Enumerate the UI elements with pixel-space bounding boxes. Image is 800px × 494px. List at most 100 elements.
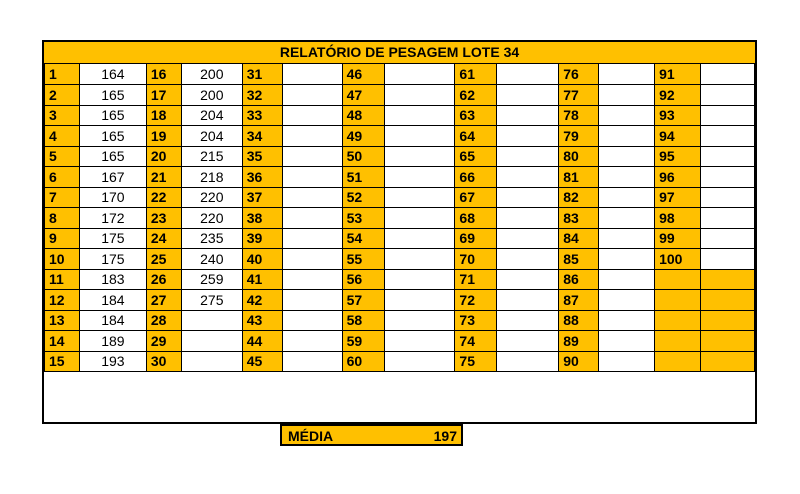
- weight-cell[interactable]: 165: [78, 145, 147, 167]
- weight-cell[interactable]: [598, 350, 656, 372]
- weight-cell[interactable]: [598, 104, 656, 126]
- weight-cell[interactable]: [496, 350, 560, 372]
- weight-cell[interactable]: 204: [180, 104, 243, 126]
- weight-cell[interactable]: 172: [78, 207, 147, 229]
- weight-cell[interactable]: [496, 289, 560, 311]
- weight-cell[interactable]: [598, 64, 656, 85]
- weight-cell[interactable]: 200: [180, 64, 243, 85]
- weight-cell[interactable]: [281, 84, 343, 106]
- weight-cell[interactable]: [700, 145, 755, 167]
- weight-cell[interactable]: 170: [78, 186, 147, 208]
- weight-cell[interactable]: [281, 289, 343, 311]
- weight-cell[interactable]: 175: [78, 248, 147, 270]
- weight-cell[interactable]: 165: [78, 104, 147, 126]
- weight-cell[interactable]: [598, 227, 656, 249]
- weight-cell[interactable]: [598, 289, 656, 311]
- weight-cell[interactable]: [598, 268, 656, 290]
- weight-cell[interactable]: [598, 186, 656, 208]
- weight-cell[interactable]: [700, 248, 755, 270]
- weight-cell[interactable]: [383, 207, 456, 229]
- weight-cell[interactable]: 165: [78, 125, 147, 147]
- weight-cell[interactable]: [496, 166, 560, 188]
- weight-cell[interactable]: [598, 166, 656, 188]
- weight-cell[interactable]: 215: [180, 145, 243, 167]
- weight-cell[interactable]: [700, 64, 755, 85]
- weight-cell[interactable]: [281, 104, 343, 126]
- weight-cell[interactable]: 184: [78, 309, 147, 331]
- weight-cell[interactable]: [598, 330, 656, 352]
- weight-cell[interactable]: [700, 207, 755, 229]
- weight-cell[interactable]: [496, 145, 560, 167]
- weight-cell[interactable]: [496, 104, 560, 126]
- weight-cell[interactable]: 189: [78, 330, 147, 352]
- weight-cell[interactable]: [496, 227, 560, 249]
- weight-cell[interactable]: [383, 248, 456, 270]
- weight-cell[interactable]: [383, 186, 456, 208]
- weight-cell[interactable]: [180, 309, 243, 331]
- weight-cell[interactable]: [281, 268, 343, 290]
- weight-cell[interactable]: [496, 186, 560, 208]
- weight-cell[interactable]: [383, 84, 456, 106]
- weight-cell[interactable]: [281, 248, 343, 270]
- weight-cell[interactable]: [700, 84, 755, 106]
- weight-cell[interactable]: [700, 125, 755, 147]
- weight-cell[interactable]: [598, 309, 656, 331]
- weight-cell[interactable]: [496, 207, 560, 229]
- weight-cell[interactable]: [496, 309, 560, 331]
- weight-cell[interactable]: [281, 309, 343, 331]
- weight-cell[interactable]: 220: [180, 186, 243, 208]
- weight-cell[interactable]: [700, 166, 755, 188]
- weight-cell[interactable]: [383, 227, 456, 249]
- weight-cell[interactable]: [700, 289, 755, 311]
- weight-cell[interactable]: [598, 84, 656, 106]
- weight-cell[interactable]: [383, 330, 456, 352]
- weight-cell[interactable]: [496, 64, 560, 85]
- weight-cell[interactable]: [383, 104, 456, 126]
- weight-cell[interactable]: [281, 350, 343, 372]
- weight-cell[interactable]: [383, 145, 456, 167]
- weight-cell[interactable]: [700, 268, 755, 290]
- weight-cell[interactable]: [598, 125, 656, 147]
- weight-cell[interactable]: [496, 125, 560, 147]
- weight-cell[interactable]: 164: [78, 64, 147, 85]
- weight-cell[interactable]: [180, 330, 243, 352]
- weight-cell[interactable]: [700, 104, 755, 126]
- weight-cell[interactable]: 183: [78, 268, 147, 290]
- weight-cell[interactable]: [281, 330, 343, 352]
- weight-cell[interactable]: 193: [78, 350, 147, 372]
- weight-cell[interactable]: [700, 309, 755, 331]
- weight-cell[interactable]: [281, 166, 343, 188]
- weight-cell[interactable]: 200: [180, 84, 243, 106]
- weight-cell[interactable]: [496, 84, 560, 106]
- weight-cell[interactable]: [383, 64, 456, 85]
- weight-cell[interactable]: [598, 248, 656, 270]
- weight-cell[interactable]: [281, 64, 343, 85]
- weight-cell[interactable]: [700, 227, 755, 249]
- weight-cell[interactable]: [383, 289, 456, 311]
- weight-cell[interactable]: [700, 330, 755, 352]
- weight-cell[interactable]: 175: [78, 227, 147, 249]
- weight-cell[interactable]: 235: [180, 227, 243, 249]
- weight-cell[interactable]: [281, 207, 343, 229]
- weight-cell[interactable]: [598, 145, 656, 167]
- weight-cell[interactable]: 220: [180, 207, 243, 229]
- weight-cell[interactable]: 259: [180, 268, 243, 290]
- weight-cell[interactable]: 167: [78, 166, 147, 188]
- weight-cell[interactable]: [180, 350, 243, 372]
- weight-cell[interactable]: [383, 268, 456, 290]
- weight-cell[interactable]: 165: [78, 84, 147, 106]
- weight-cell[interactable]: [496, 248, 560, 270]
- weight-cell[interactable]: [598, 207, 656, 229]
- weight-cell[interactable]: [496, 268, 560, 290]
- weight-cell[interactable]: [383, 166, 456, 188]
- weight-cell[interactable]: 184: [78, 289, 147, 311]
- weight-cell[interactable]: [383, 309, 456, 331]
- weight-cell[interactable]: 240: [180, 248, 243, 270]
- weight-cell[interactable]: [383, 350, 456, 372]
- weight-cell[interactable]: [281, 227, 343, 249]
- weight-cell[interactable]: 218: [180, 166, 243, 188]
- weight-cell[interactable]: [700, 186, 755, 208]
- weight-cell[interactable]: [281, 145, 343, 167]
- weight-cell[interactable]: [496, 330, 560, 352]
- weight-cell[interactable]: [281, 125, 343, 147]
